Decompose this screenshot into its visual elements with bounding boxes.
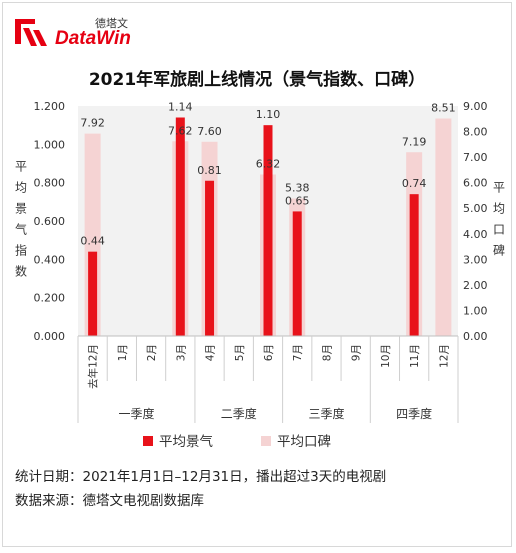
sentiment-data-label: 1.14 — [168, 101, 193, 114]
sentiment-data-label: 0.81 — [197, 164, 222, 177]
sentiment-bar — [205, 180, 215, 336]
datawin-logo-icon — [15, 19, 47, 46]
x-tick-label: 11月 — [409, 344, 421, 368]
bar-chart: 0.000 0.200 0.400 0.600 0.800 1.000 1.200 0.00 1… — [15, 100, 505, 450]
sentiment-bar — [88, 251, 98, 336]
reputation-data-label: 5.38 — [285, 182, 310, 195]
sentiment-bar — [175, 117, 185, 336]
reputation-data-label: 7.60 — [197, 125, 222, 138]
y2-tick-label: 5.00 — [463, 202, 488, 215]
chart-footer: 统计日期：2021年1月1日–12月31日，播出超过3天的电视剧 数据来源：德塔… — [15, 465, 386, 513]
quarter-label: 四季度 — [396, 406, 432, 421]
quarter-label: 二季度 — [221, 406, 257, 421]
y-tick-label: 0.800 — [34, 177, 66, 190]
x-tick-label: 9月 — [351, 344, 363, 361]
legend-swatch-reputation — [261, 436, 271, 446]
sentiment-data-label: 0.44 — [80, 235, 105, 248]
sentiment-bar — [263, 125, 273, 337]
y2-tick-label: 9.00 — [463, 100, 488, 113]
x-tick-label: 3月 — [175, 344, 187, 361]
reputation-data-label: 7.92 — [80, 117, 105, 130]
y-tick-label: 1.200 — [34, 100, 66, 113]
x-tick-label: 6月 — [263, 344, 275, 361]
x-tick-label: 7月 — [292, 344, 304, 361]
y2-tick-label: 8.00 — [463, 126, 488, 139]
datawin-logo: 德塔文 DataWin — [13, 15, 131, 51]
y-tick-label: 0.600 — [34, 215, 66, 228]
sentiment-data-label: 1.10 — [256, 108, 281, 121]
y-tick-label: 0.000 — [34, 330, 66, 343]
y2-tick-label: 0.00 — [463, 330, 488, 343]
sentiment-bar — [409, 194, 419, 336]
y2-tick-label: 3.00 — [463, 253, 488, 266]
brand-name-cn: 德塔文 — [95, 17, 128, 30]
y-tick-label: 1.000 — [34, 138, 66, 151]
reputation-bar — [435, 118, 452, 337]
sentiment-bar — [292, 211, 302, 336]
quarter-label: 三季度 — [308, 406, 344, 421]
x-tick-label: 1月 — [117, 344, 129, 361]
y2-tick-label: 4.00 — [463, 228, 488, 241]
legend-swatch-sentiment — [143, 436, 153, 446]
reputation-data-label: 7.19 — [402, 135, 427, 148]
x-tick-label: 4月 — [205, 344, 217, 361]
data-source-note: 数据来源：德塔文电视剧数据库 — [15, 493, 204, 509]
quarter-label: 一季度 — [118, 406, 154, 421]
x-tick-label: 8月 — [321, 344, 333, 361]
x-tick-label: 10月 — [380, 344, 392, 368]
x-tick-label: 去年12月 — [87, 344, 100, 389]
brand-name-en: DataWin — [55, 28, 131, 49]
y2-tick-label: 1.00 — [463, 304, 488, 317]
legend-label-reputation: 平均口碑 — [277, 434, 331, 450]
y-tick-label: 0.400 — [34, 253, 66, 266]
x-tick-label: 2月 — [146, 344, 158, 361]
x-tick-label: 5月 — [234, 344, 246, 361]
y-tick-label: 0.200 — [34, 292, 66, 305]
reputation-data-label: 6.32 — [256, 157, 281, 170]
chart-card: 德塔文 DataWin 2021年军旅剧上线情况（景气指数、口碑） 0.000 0… — [2, 2, 512, 547]
y2-axis-title: 平均口碑 — [493, 181, 505, 258]
reputation-data-label: 8.51 — [431, 102, 456, 115]
stat-date-note: 统计日期：2021年1月1日–12月31日，播出超过3天的电视剧 — [15, 469, 387, 485]
sentiment-data-label: 0.65 — [285, 194, 310, 207]
chart-title: 2021年军旅剧上线情况（景气指数、口碑） — [88, 70, 426, 90]
sentiment-data-label: 0.74 — [402, 177, 427, 190]
y2-tick-label: 7.00 — [463, 151, 488, 164]
y2-tick-label: 2.00 — [463, 279, 488, 292]
x-tick-label: 12月 — [438, 344, 450, 368]
reputation-data-label: 7.62 — [168, 124, 193, 137]
legend-label-sentiment: 平均景气 — [159, 434, 213, 450]
y2-tick-label: 6.00 — [463, 177, 488, 190]
y-axis-title: 平均景气指数 — [15, 160, 27, 279]
